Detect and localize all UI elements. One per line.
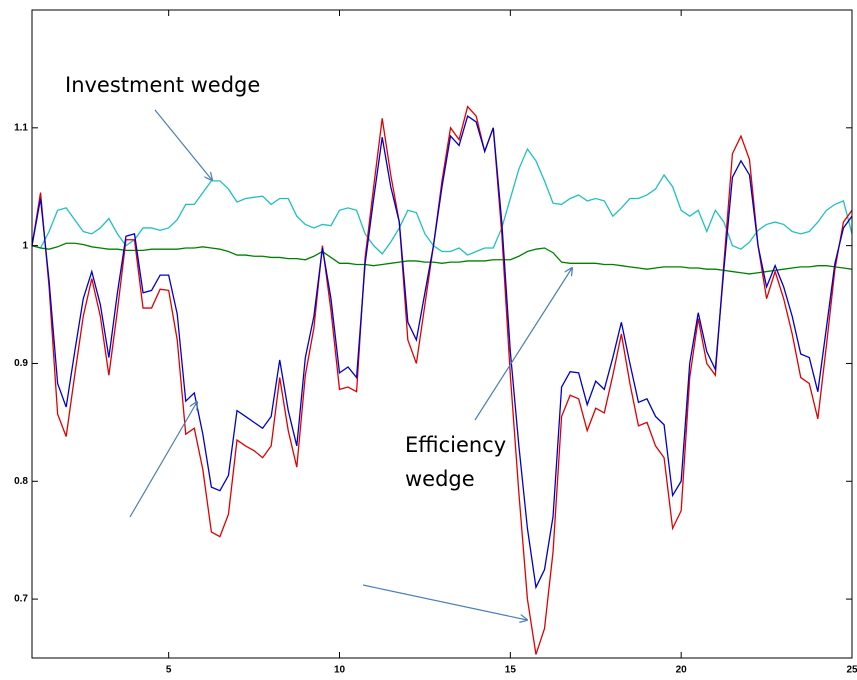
x-tick-label: 10 [334,665,346,676]
axes-box [31,9,853,659]
series-line [31,242,853,275]
series-line [31,105,853,655]
annotation: wedge [405,467,475,491]
arrow [362,584,527,620]
plot-area [31,105,853,655]
arrow [154,109,212,180]
y-tick-label: 0.8 [14,476,28,487]
x-tick-label: 5 [166,665,172,676]
annotation: Investment wedge [65,73,260,97]
arrow [474,268,572,421]
y-tick-label: 0.7 [14,594,28,605]
y-tick-label: 1 [22,240,28,251]
x-tick-label: 20 [676,665,688,676]
x-tick-label: 15 [505,665,517,676]
x-tick-label: 25 [846,665,857,676]
annotation: Efficiency [405,433,506,457]
arrow [129,402,197,518]
annotation-arrows [129,109,572,620]
y-tick-label: 1.1 [14,122,28,133]
series-line [31,147,853,256]
series-line [31,114,853,590]
y-tick-label: 0.9 [14,358,28,369]
